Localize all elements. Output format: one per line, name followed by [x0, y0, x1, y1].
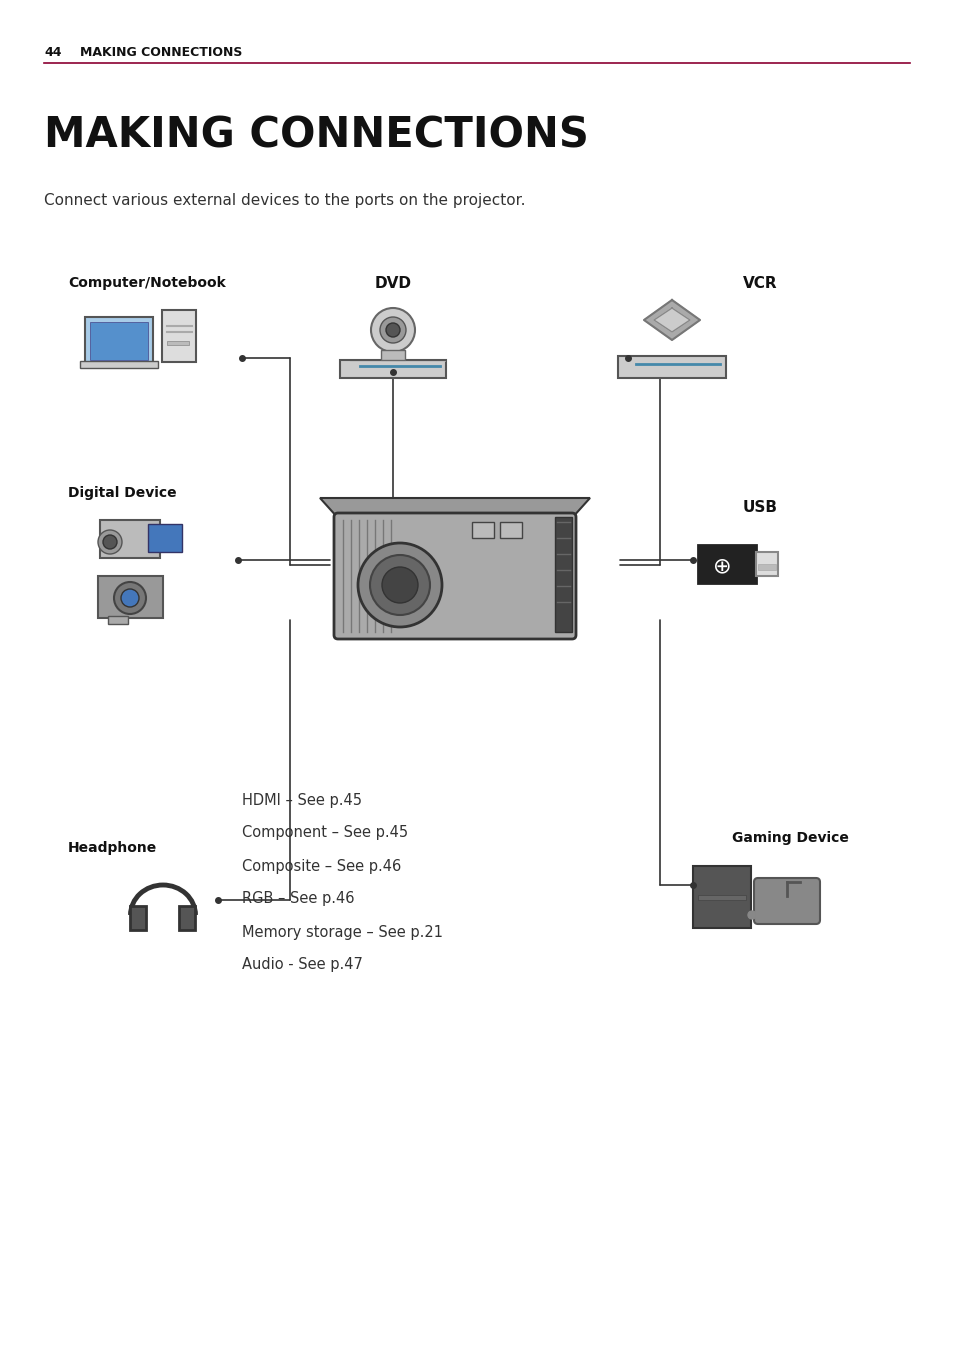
Bar: [499, 523, 521, 538]
Text: VCR: VCR: [741, 275, 777, 291]
Bar: [98, 575, 163, 617]
Polygon shape: [643, 301, 700, 340]
Text: MAKING CONNECTIONS: MAKING CONNECTIONS: [80, 46, 242, 58]
Bar: [85, 317, 152, 366]
Bar: [108, 616, 128, 624]
Circle shape: [357, 543, 441, 627]
Polygon shape: [319, 498, 589, 519]
Text: Headphone: Headphone: [68, 841, 157, 854]
Text: Component – See p.45: Component – See p.45: [242, 826, 408, 841]
Bar: [148, 524, 182, 552]
Bar: [698, 546, 755, 584]
Bar: [758, 565, 775, 570]
Bar: [80, 362, 158, 368]
Text: RGB – See p.46: RGB – See p.46: [242, 891, 355, 906]
Text: Composite – See p.46: Composite – See p.46: [242, 858, 401, 873]
Bar: [698, 895, 745, 900]
Circle shape: [379, 317, 406, 343]
Bar: [130, 906, 146, 930]
Bar: [162, 310, 195, 362]
Circle shape: [113, 582, 146, 613]
Circle shape: [386, 324, 399, 337]
Circle shape: [370, 555, 430, 615]
Circle shape: [381, 567, 417, 603]
Bar: [755, 552, 778, 575]
Circle shape: [103, 535, 117, 548]
Circle shape: [121, 589, 139, 607]
Text: DVD: DVD: [375, 275, 411, 291]
Bar: [472, 523, 494, 538]
Circle shape: [747, 911, 755, 919]
Text: Digital Device: Digital Device: [68, 486, 176, 500]
Text: Memory storage – See p.21: Memory storage – See p.21: [242, 925, 442, 940]
Text: HDMI – See p.45: HDMI – See p.45: [242, 792, 361, 807]
Bar: [179, 906, 194, 930]
Text: Computer/Notebook: Computer/Notebook: [68, 276, 226, 290]
Bar: [555, 517, 572, 632]
Text: USB: USB: [741, 501, 777, 516]
Bar: [618, 356, 725, 378]
Bar: [90, 322, 148, 360]
Text: 44: 44: [44, 46, 61, 58]
Bar: [100, 520, 160, 558]
Circle shape: [371, 307, 415, 352]
Text: Gaming Device: Gaming Device: [731, 831, 847, 845]
FancyBboxPatch shape: [334, 513, 576, 639]
Text: Audio - See p.47: Audio - See p.47: [242, 957, 362, 972]
Polygon shape: [654, 307, 689, 332]
Text: Connect various external devices to the ports on the projector.: Connect various external devices to the …: [44, 192, 525, 207]
Bar: [167, 341, 189, 345]
Bar: [339, 360, 446, 378]
Bar: [380, 349, 405, 360]
Bar: [692, 867, 750, 927]
Circle shape: [98, 529, 122, 554]
FancyBboxPatch shape: [753, 877, 820, 923]
Text: ⊕: ⊕: [712, 556, 731, 575]
Text: MAKING CONNECTIONS: MAKING CONNECTIONS: [44, 114, 588, 156]
